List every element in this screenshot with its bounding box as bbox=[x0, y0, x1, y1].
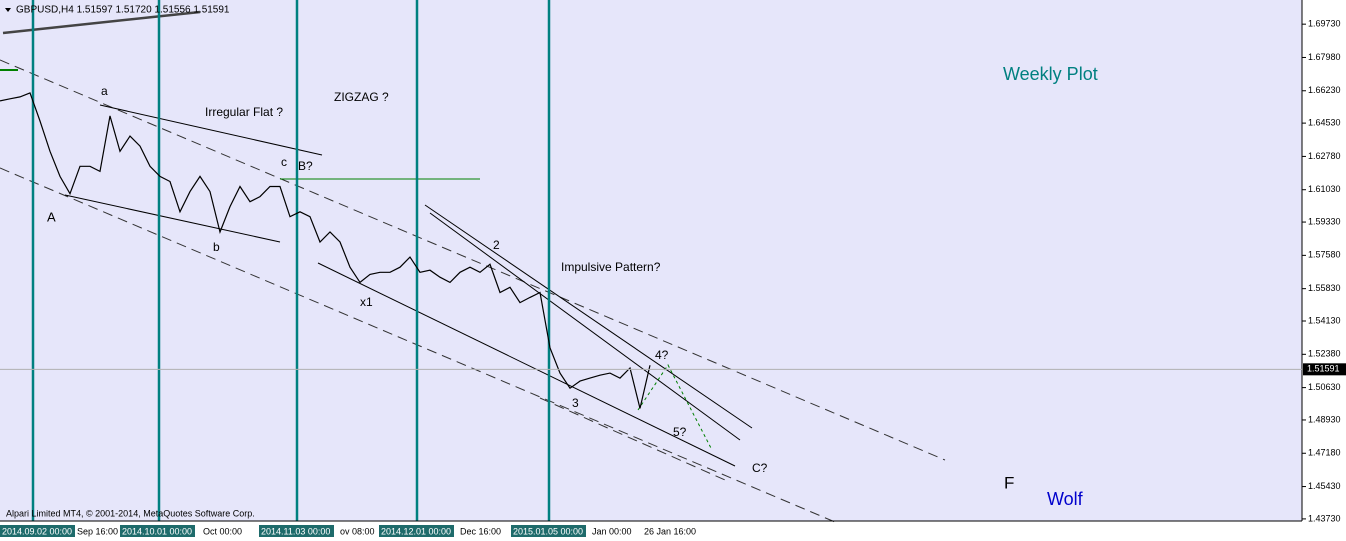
current-price-label: 1.51591 bbox=[1307, 364, 1340, 374]
annotation: Irregular Flat ? bbox=[205, 105, 283, 119]
copyright: Alpari Limited MT4, © 2001-2014, MetaQuo… bbox=[6, 508, 255, 518]
current-price-box bbox=[1303, 363, 1346, 376]
y-tick-label: 1.52380 bbox=[1308, 349, 1341, 359]
x-tick-box bbox=[379, 525, 454, 537]
annotation: Wolf bbox=[1047, 489, 1084, 509]
trend-line bbox=[64, 194, 281, 243]
x-tick-label: 2014.12.01 00:00 bbox=[381, 526, 451, 536]
projection-line bbox=[637, 364, 713, 451]
y-tick-label: 1.64530 bbox=[1308, 117, 1341, 127]
x-tick-box bbox=[120, 525, 195, 537]
y-tick-label: 1.43730 bbox=[1308, 513, 1341, 523]
annotation: Impulsive Pattern? bbox=[561, 260, 661, 274]
x-tick-label: 2014.09.02 00:00 bbox=[2, 526, 72, 536]
x-tick-box bbox=[511, 525, 586, 537]
trend-line bbox=[317, 262, 736, 467]
annotation: C? bbox=[752, 461, 768, 475]
y-tick-label: 1.48930 bbox=[1308, 414, 1341, 424]
channel-line bbox=[539, 397, 726, 481]
annotation: Weekly Plot bbox=[1003, 64, 1098, 84]
y-tick-label: 1.55830 bbox=[1308, 283, 1341, 293]
x-tick-label: 2014.11.03 00:00 bbox=[261, 526, 330, 536]
y-tick-label: 1.62780 bbox=[1308, 151, 1341, 161]
annotation: b bbox=[213, 240, 220, 254]
annotation: 2 bbox=[493, 238, 500, 252]
y-tick-label: 1.57580 bbox=[1308, 250, 1341, 260]
y-tick-label: 1.59330 bbox=[1308, 216, 1341, 226]
y-tick-label: 1.54130 bbox=[1308, 315, 1341, 325]
channel-line bbox=[0, 59, 946, 461]
chart-title: GBPUSD,H4 1.51597 1.51720 1.51556 1.5159… bbox=[16, 5, 230, 16]
x-tick-label: 2014.10.01 00:00 bbox=[122, 526, 192, 536]
y-tick-label: 1.61030 bbox=[1308, 184, 1341, 194]
trend-line bbox=[424, 204, 753, 429]
x-tick-label: Oct 00:00 bbox=[203, 526, 242, 536]
x-tick-label: 2015.01.05 00:00 bbox=[513, 526, 583, 536]
x-tick-label: Jan 00:00 bbox=[592, 526, 632, 536]
y-tick-label: 1.45430 bbox=[1308, 481, 1341, 491]
annotation: F bbox=[1004, 473, 1014, 492]
y-tick-label: 1.47180 bbox=[1308, 448, 1341, 458]
x-tick-box bbox=[0, 525, 75, 537]
trend-line bbox=[2, 10, 201, 35]
annotation: 4? bbox=[655, 348, 669, 362]
x-tick-label: Dec 16:00 bbox=[460, 526, 501, 536]
period-lines bbox=[31, 0, 551, 521]
menu-arrow[interactable] bbox=[5, 8, 11, 12]
annotation: B? bbox=[298, 159, 313, 173]
annotation: ZIGZAG ? bbox=[334, 90, 389, 104]
y-tick-label: 1.50630 bbox=[1308, 382, 1341, 392]
annotation: 3 bbox=[572, 396, 579, 410]
trend-line bbox=[429, 212, 741, 441]
y-tick-label: 1.69730 bbox=[1308, 19, 1341, 29]
x-tick-label: ov 08:00 bbox=[340, 526, 375, 536]
annotation: A bbox=[47, 209, 56, 224]
annotation: 5? bbox=[673, 425, 687, 439]
annotation: a bbox=[101, 84, 108, 98]
y-tick-label: 1.66230 bbox=[1308, 85, 1341, 95]
x-tick-label: 26 Jan 16:00 bbox=[644, 526, 696, 536]
annotation: x1 bbox=[360, 295, 373, 309]
annotation: c bbox=[281, 155, 287, 169]
y-tick-label: 1.67980 bbox=[1308, 52, 1341, 62]
x-tick-label: Sep 16:00 bbox=[77, 526, 118, 536]
plot-area bbox=[0, 0, 1302, 521]
trend-line bbox=[99, 104, 323, 156]
x-tick-box bbox=[259, 525, 334, 537]
price-line bbox=[0, 92, 651, 409]
